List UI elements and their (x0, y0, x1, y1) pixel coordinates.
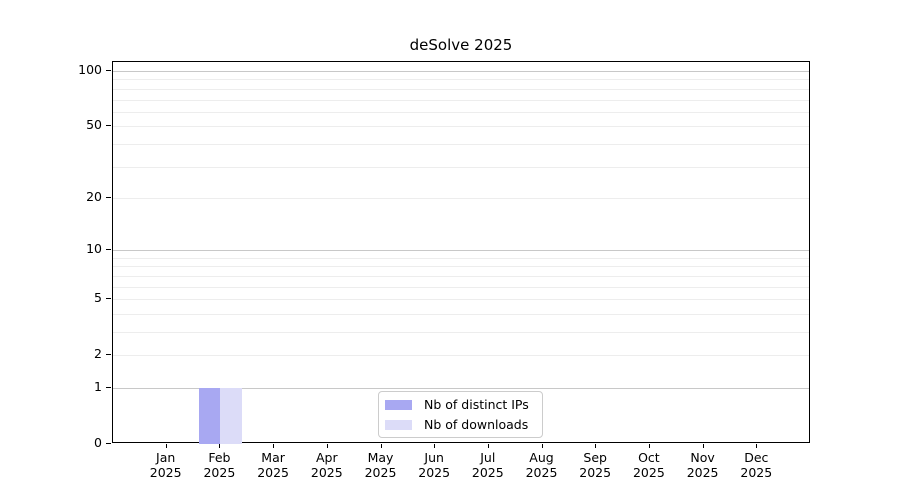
y-tick (106, 387, 111, 388)
y-tick-label: 50 (86, 117, 102, 133)
y-tick (106, 249, 111, 251)
legend-swatch-downloads (385, 419, 412, 430)
x-tick-label-line: 2025 (740, 465, 773, 480)
x-tick (756, 444, 758, 448)
y-gridline-minor (113, 79, 809, 81)
y-gridline-minor (113, 355, 809, 357)
y-tick-label: 10 (86, 241, 102, 257)
y-tick (106, 443, 111, 444)
x-tick-label-line: Jan (156, 450, 176, 465)
x-tick-label-line: Feb (208, 450, 231, 465)
x-tick-label-line: May (367, 450, 394, 465)
legend-swatch-distinct-ips (385, 399, 412, 410)
x-tick-label: Nov 2025 (673, 450, 733, 480)
x-tick-label: Jun 2025 (404, 450, 464, 480)
y-gridline-minor (113, 143, 809, 145)
y-gridline-minor (113, 313, 809, 315)
x-tick-label-line: Apr (315, 450, 338, 465)
legend: Nb of distinct IPs Nb of downloads (378, 391, 543, 438)
y-tick-label: 20 (86, 188, 102, 204)
x-tick-label-line: 2025 (310, 465, 343, 480)
x-tick (595, 444, 597, 448)
x-tick-label-line: Oct (638, 450, 660, 465)
x-tick (648, 444, 650, 448)
x-tick-label-line: 2025 (203, 465, 236, 480)
x-tick-label: Apr 2025 (297, 450, 357, 480)
legend-label-distinct-ips: Nb of distinct IPs (424, 397, 529, 412)
x-tick-label: Aug 2025 (512, 450, 572, 480)
y-tick-label: 100 (78, 62, 102, 77)
x-tick-label: Dec 2025 (726, 450, 786, 480)
y-gridline-major (113, 71, 809, 72)
legend-item-downloads: Nb of downloads (379, 417, 542, 432)
y-gridline-minor (113, 88, 809, 90)
y-tick-label: 1 (94, 379, 102, 394)
x-tick-label-line: Sep (583, 450, 607, 465)
x-tick-label-line: Jul (480, 450, 496, 465)
x-tick (326, 444, 328, 448)
y-gridline-minor (113, 111, 809, 113)
bar-downloads (220, 388, 242, 444)
x-tick-label-line: Nov (690, 450, 715, 465)
y-gridline-minor (113, 126, 809, 128)
y-tick (106, 196, 111, 198)
x-tick (487, 444, 489, 448)
y-tick-label: 0 (94, 435, 102, 450)
x-tick-label-line: 2025 (364, 465, 397, 480)
bar-distinct-ips (198, 388, 221, 444)
x-tick (702, 444, 704, 448)
x-tick-label: Oct 2025 (619, 450, 679, 480)
x-tick-label: Mar 2025 (243, 450, 303, 480)
chart-title: deSolve 2025 (409, 36, 513, 54)
x-tick-label: May 2025 (351, 450, 411, 480)
y-gridline-minor (113, 99, 809, 101)
x-tick-label-line: 2025 (686, 465, 719, 480)
y-gridline-minor (113, 286, 809, 288)
x-tick-label: Feb 2025 (189, 450, 249, 480)
legend-label-downloads: Nb of downloads (424, 417, 529, 432)
x-tick-label-line: 2025 (257, 465, 289, 480)
y-tick (106, 70, 111, 71)
y-gridline-major (113, 250, 809, 252)
x-tick-label-line: Jun (424, 450, 444, 465)
x-tick-label-line: Mar (261, 450, 285, 465)
y-gridline-minor (113, 266, 809, 268)
x-tick (380, 444, 382, 448)
x-tick-label-line: Aug (529, 450, 554, 465)
x-tick (434, 444, 436, 448)
x-tick (165, 444, 167, 448)
x-tick (273, 444, 275, 448)
legend-item-distinct-ips: Nb of distinct IPs (379, 397, 542, 412)
y-tick (106, 298, 111, 300)
x-tick-label-line: 2025 (149, 465, 182, 480)
x-tick-label-line: 2025 (579, 465, 612, 480)
y-gridline-minor (113, 257, 809, 259)
y-gridline-major (113, 388, 809, 389)
x-tick-label: Jul 2025 (458, 450, 518, 480)
x-tick-label: Jan 2025 (136, 450, 196, 480)
x-tick-label-line: Dec (744, 450, 769, 465)
y-gridline-minor (113, 275, 809, 277)
y-tick-label: 2 (94, 346, 102, 362)
y-gridline-minor (113, 197, 809, 199)
x-tick-label-line: 2025 (418, 465, 451, 480)
y-gridline-minor (113, 299, 809, 301)
y-tick (106, 354, 111, 356)
x-tick-label-line: 2025 (471, 465, 504, 480)
y-tick-label: 5 (94, 290, 102, 306)
x-tick-label: Sep 2025 (565, 450, 625, 480)
y-gridline-minor (113, 166, 809, 168)
x-tick-label-line: 2025 (632, 465, 665, 480)
y-gridline-minor (113, 332, 809, 333)
x-tick-label-line: 2025 (525, 465, 558, 480)
x-tick (541, 444, 543, 448)
x-tick (219, 444, 221, 448)
y-tick (106, 125, 111, 127)
plot-area (112, 61, 810, 444)
